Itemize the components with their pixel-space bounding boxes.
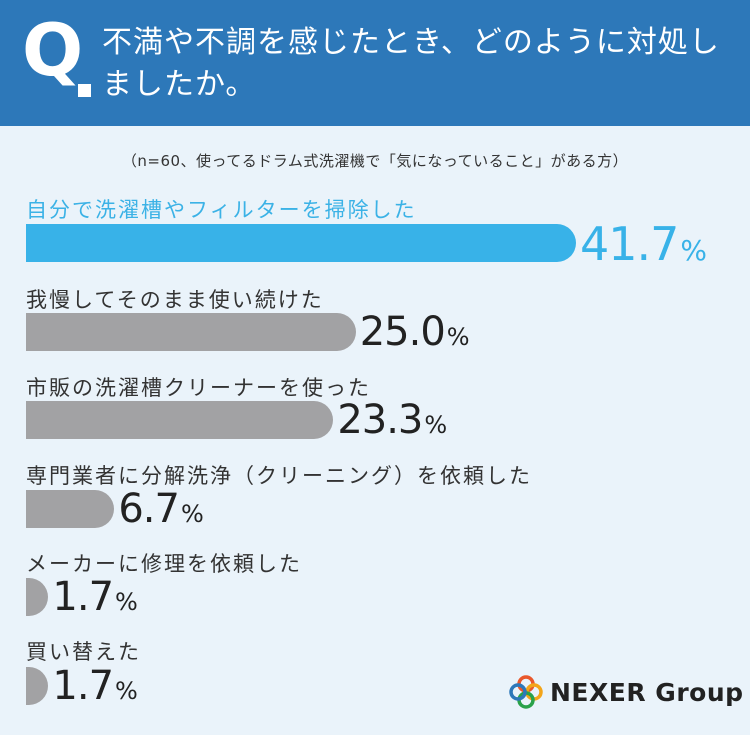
value-label: 23.3% <box>337 400 447 440</box>
value-unit: % <box>446 323 470 351</box>
logo-text: NEXER Group <box>550 677 744 707</box>
value-unit: % <box>424 411 448 439</box>
category-label: 我慢してそのまま使い続けた <box>26 288 324 312</box>
value-label: 1.7% <box>52 666 137 706</box>
question-header: Q 不満や不調を感じたとき、どのように対処しましたか。 <box>0 0 750 126</box>
bar <box>26 667 49 705</box>
q-dot <box>78 84 91 97</box>
bar <box>26 313 356 351</box>
value-number: 1.7 <box>52 663 114 709</box>
category-label: メーカーに修理を依頼した <box>26 552 302 576</box>
question-text: 不満や不調を感じたとき、どのように対処しましたか。 <box>102 25 720 102</box>
value-number: 1.7 <box>52 574 114 620</box>
q-mark: Q <box>22 8 84 92</box>
value-unit: % <box>180 500 204 528</box>
value-label: 25.0% <box>360 312 470 352</box>
nexer-logo: NEXER Group <box>508 672 744 712</box>
bar <box>26 401 334 439</box>
value-unit: % <box>680 234 708 267</box>
value-number: 25.0 <box>359 309 446 355</box>
category-label: 専門業者に分解洗浄（クリーニング）を依頼した <box>26 464 532 488</box>
category-label: 自分で洗濯槽やフィルターを掃除した <box>26 198 417 222</box>
value-number: 41.7 <box>580 217 679 271</box>
category-label: 買い替えた <box>26 640 141 664</box>
sample-note: （n=60、使ってるドラム式洗濯機で「気になっていること」がある方） <box>121 152 629 170</box>
bar <box>26 490 115 528</box>
category-label: 市販の洗濯槽クリーナーを使った <box>26 376 371 400</box>
value-label: 6.7% <box>118 489 203 529</box>
nexer-rings-icon <box>509 675 543 709</box>
bar <box>26 224 576 262</box>
value-number: 23.3 <box>337 397 423 443</box>
value-label: 41.7% <box>580 221 707 267</box>
value-number: 6.7 <box>118 486 180 532</box>
value-unit: % <box>115 588 138 616</box>
value-unit: % <box>115 677 138 705</box>
value-label: 1.7% <box>52 577 137 617</box>
bar <box>26 578 49 616</box>
